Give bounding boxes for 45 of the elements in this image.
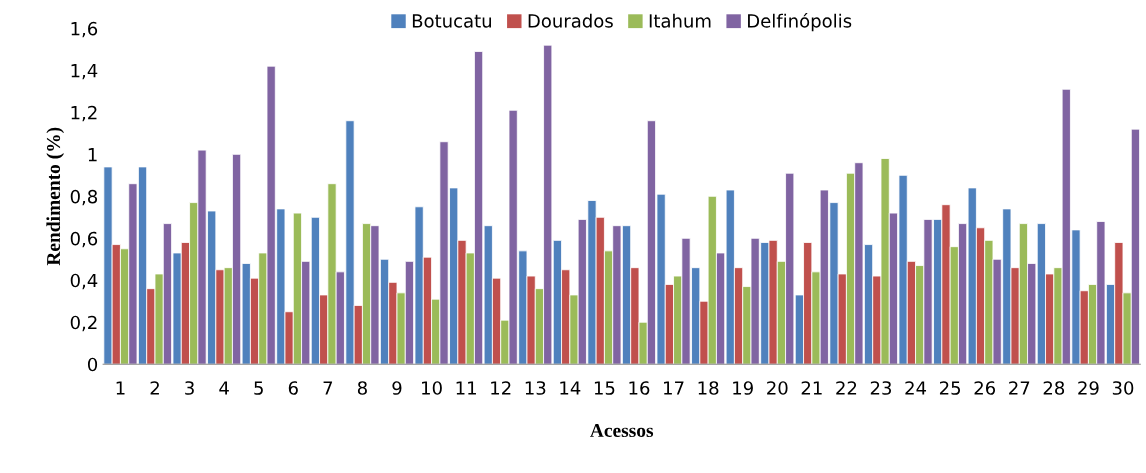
legend-label: Dourados bbox=[528, 13, 613, 28]
x-tick-label: 30 bbox=[1112, 381, 1134, 395]
x-tick-label: 10 bbox=[422, 381, 442, 395]
x-tick-label: 4 bbox=[219, 381, 229, 395]
y-tick-label: 0,4 bbox=[70, 273, 98, 290]
x-tick-label: 13 bbox=[525, 381, 546, 395]
x-tick-label: 15 bbox=[594, 381, 615, 395]
x-tick-label: 1 bbox=[116, 381, 125, 395]
x-tick-label: 11 bbox=[456, 381, 476, 395]
x-tick-label: 24 bbox=[905, 381, 927, 395]
x-tick-label: 20 bbox=[767, 381, 788, 395]
x-tick-label: 25 bbox=[939, 381, 961, 395]
x-axis-title: Acessos bbox=[590, 424, 654, 438]
x-tick-label: 26 bbox=[974, 381, 996, 395]
y-tick-label: 1 bbox=[88, 148, 97, 162]
x-tick-label: 28 bbox=[1043, 381, 1065, 395]
x-tick-label: 27 bbox=[1009, 381, 1030, 395]
x-tick-label: 16 bbox=[629, 381, 650, 395]
x-tick-label: 21 bbox=[801, 381, 822, 395]
y-tick-label: 1,2 bbox=[71, 105, 97, 122]
legend-label: Itahum bbox=[649, 13, 711, 28]
y-tick-label: 0,8 bbox=[70, 189, 98, 206]
x-tick-label: 17 bbox=[664, 381, 684, 395]
x-tick-label: 2 bbox=[150, 381, 159, 395]
x-tick-label: 5 bbox=[254, 381, 263, 395]
legend-label: Botucatu bbox=[412, 14, 491, 28]
x-tick-label: 9 bbox=[392, 381, 402, 395]
x-tick-label: 3 bbox=[185, 381, 194, 395]
y-tick-label: 0 bbox=[87, 357, 98, 372]
legend-label: Delfinópolis bbox=[748, 13, 852, 32]
x-tick-label: 8 bbox=[357, 381, 367, 395]
y-tick-label: 1,4 bbox=[71, 64, 98, 80]
x-tick-label: 22 bbox=[836, 381, 857, 395]
y-axis-title: Rendimento (%) bbox=[46, 127, 65, 266]
x-tick-label: 19 bbox=[733, 381, 753, 395]
x-tick-label: 6 bbox=[288, 381, 298, 395]
x-tick-label: 7 bbox=[323, 381, 333, 395]
x-tick-label: 14 bbox=[560, 381, 581, 395]
y-tick-label: 0,2 bbox=[70, 315, 97, 332]
x-tick-label: 29 bbox=[1078, 381, 1099, 395]
x-tick-label: 23 bbox=[870, 381, 892, 395]
x-tick-label: 12 bbox=[491, 381, 511, 395]
y-tick-label: 1,6 bbox=[71, 21, 98, 38]
x-tick-label: 18 bbox=[698, 381, 719, 395]
y-tick-label: 0,6 bbox=[70, 231, 98, 248]
